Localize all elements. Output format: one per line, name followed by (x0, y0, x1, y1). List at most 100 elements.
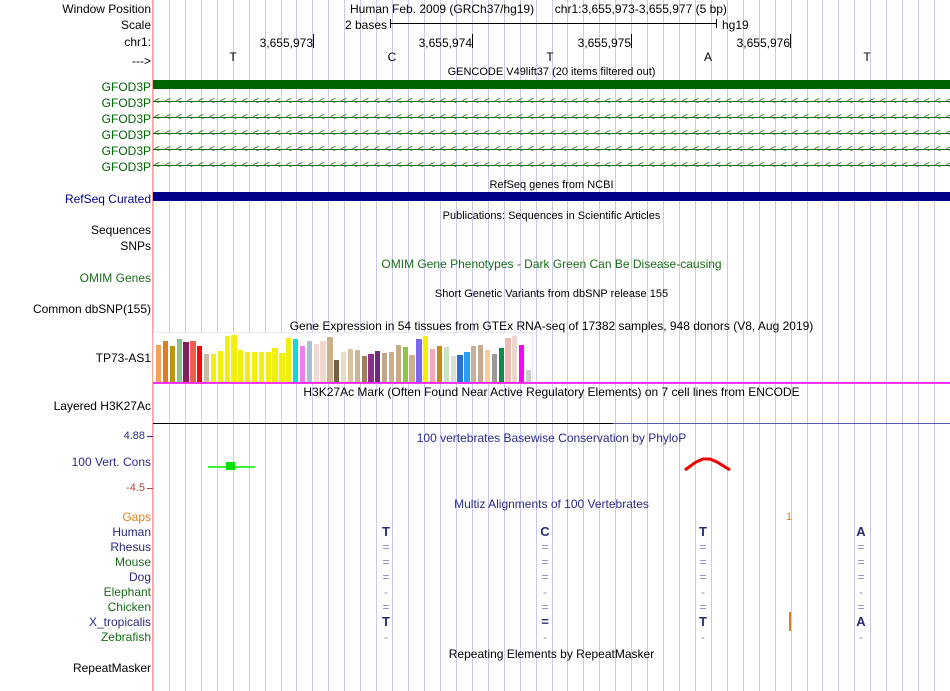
gene-exon-block[interactable] (153, 80, 950, 89)
gtex-tissue-bar[interactable] (402, 347, 408, 382)
intron-direction-arrow-icon: < (429, 160, 435, 171)
alignment-species-label-x_tropicalis[interactable]: X_tropicalis (88, 615, 151, 629)
gtex-tissue-bar[interactable] (450, 356, 456, 382)
gtex-tissue-bar[interactable] (354, 350, 360, 382)
gtex-expression-chart[interactable] (153, 332, 950, 382)
intron-direction-arrow-icon: < (165, 96, 171, 107)
gene-label-gfod3p-3[interactable]: GFOD3P (101, 112, 151, 126)
track-label-layered-h3k27ac[interactable]: Layered H3K27Ac (53, 399, 151, 413)
gtex-tissue-bar[interactable] (183, 341, 189, 382)
gtex-tissue-bar[interactable] (320, 340, 326, 382)
gtex-tissue-bar[interactable] (299, 345, 306, 382)
alignment-species-label-mouse[interactable]: Mouse (114, 555, 151, 569)
track-label-repeatmasker[interactable]: RepeatMasker (72, 661, 151, 675)
gtex-tissue-bar[interactable] (477, 344, 484, 382)
gtex-tissue-bar[interactable] (265, 352, 271, 382)
gtex-tissue-bar[interactable] (382, 353, 388, 382)
gtex-tissue-bar[interactable] (334, 359, 340, 382)
gene-label-gfod3p-2[interactable]: GFOD3P (101, 96, 151, 110)
gtex-tissue-bar[interactable] (491, 354, 497, 382)
gtex-tissue-bar[interactable] (176, 338, 182, 382)
track-label-omim-genes[interactable]: OMIM Genes (79, 271, 151, 285)
gtex-tissue-bar[interactable] (197, 345, 203, 382)
gene-intron-row-4[interactable]: < < < < < < < < < < < < < < < < < < < < < < < < < < < < < < < < < < < < < < < <… (153, 144, 950, 155)
gtex-tissue-bar[interactable] (464, 352, 470, 382)
track-label-tp73-as1[interactable]: TP73-AS1 (95, 351, 151, 365)
gtex-tissue-bar[interactable] (231, 334, 237, 382)
track-label-100-vert-cons[interactable]: 100 Vert. Cons (71, 455, 151, 469)
intron-direction-arrow-icon: < (561, 128, 567, 139)
gene-intron-row-5[interactable]: < < < < < < < < < < < < < < < < < < < < < < < < < < < < < < < < < < < < < < < <… (153, 160, 950, 171)
track-label-common-dbsnp[interactable]: Common dbSNP(155) (32, 302, 151, 316)
gtex-tissue-bar[interactable] (238, 350, 244, 382)
gtex-tissue-bar[interactable] (293, 338, 299, 382)
intron-direction-arrow-icon: < (814, 160, 820, 171)
track-label-sequences[interactable]: Sequences (90, 223, 151, 237)
intron-direction-arrow-icon: < (473, 128, 479, 139)
gtex-tissue-bar[interactable] (245, 352, 251, 382)
gtex-tissue-bar[interactable] (498, 348, 504, 382)
gtex-tissue-bar[interactable] (368, 354, 374, 382)
gtex-tissue-bar[interactable] (525, 370, 532, 382)
gene-label-gfod3p-1[interactable]: GFOD3P (101, 80, 151, 94)
gtex-tissue-bar[interactable] (279, 353, 285, 382)
gtex-tissue-bar[interactable] (519, 344, 525, 382)
gtex-tissue-bar[interactable] (203, 354, 210, 382)
gtex-tissue-bar[interactable] (169, 345, 175, 382)
gtex-tissue-bar[interactable] (430, 349, 436, 382)
gtex-tissue-bar[interactable] (361, 356, 367, 382)
gtex-tissue-bar[interactable] (162, 340, 169, 382)
gtex-tissue-bar[interactable] (217, 351, 223, 382)
gene-intron-row-1[interactable]: < < < < < < < < < < < < < < < < < < < < < < < < < < < < < < < < < < < < < < < <… (153, 96, 950, 107)
alignment-cell: = (541, 555, 549, 569)
intron-direction-arrow-icon: < (396, 144, 402, 155)
intron-direction-arrow-icon: < (275, 112, 281, 123)
gtex-tissue-bar[interactable] (251, 352, 258, 382)
track-label-gaps[interactable]: Gaps (122, 510, 151, 524)
gtex-tissue-bar[interactable] (395, 344, 402, 382)
alignment-species-label-zebrafish[interactable]: Zebrafish (100, 630, 151, 644)
gtex-tissue-bar[interactable] (306, 340, 312, 382)
track-label-snps[interactable]: SNPs (120, 239, 151, 253)
gtex-tissue-bar[interactable] (484, 350, 491, 382)
intron-direction-arrow-icon: < (748, 112, 754, 123)
gtex-tissue-bar[interactable] (423, 335, 429, 382)
track-label-refseq-curated[interactable]: RefSeq Curated (64, 192, 151, 206)
alignment-species-label-dog[interactable]: Dog (128, 570, 151, 584)
gtex-tissue-bar[interactable] (224, 335, 230, 382)
gtex-tissue-bar[interactable] (471, 345, 477, 382)
gtex-tissue-bar[interactable] (190, 340, 196, 382)
gene-label-gfod3p-5[interactable]: GFOD3P (101, 144, 151, 158)
gtex-tissue-bar[interactable] (286, 337, 292, 382)
gtex-tissue-bar[interactable] (258, 352, 265, 382)
gtex-tissue-bar[interactable] (327, 336, 333, 382)
alignment-species-label-rhesus[interactable]: Rhesus (110, 540, 151, 554)
intron-direction-arrow-icon: < (517, 144, 523, 155)
gene-label-gfod3p-6[interactable]: GFOD3P (101, 160, 151, 174)
gtex-tissue-bar[interactable] (443, 347, 449, 382)
gtex-tissue-bar[interactable] (340, 352, 347, 382)
gtex-tissue-bar[interactable] (156, 344, 162, 382)
gtex-tissue-bar[interactable] (409, 355, 415, 382)
refseq-gene-block[interactable] (153, 192, 950, 201)
gtex-tissue-bar[interactable] (512, 335, 518, 382)
alignment-species-label-chicken[interactable]: Chicken (107, 600, 151, 614)
gtex-tissue-bar[interactable] (388, 352, 395, 382)
alignment-species-label-human[interactable]: Human (112, 525, 151, 539)
gtex-tissue-bar[interactable] (347, 349, 354, 382)
gtex-tissue-bar[interactable] (436, 346, 443, 382)
gtex-tissue-bar[interactable] (313, 343, 319, 382)
gene-intron-row-2[interactable]: < < < < < < < < < < < < < < < < < < < < < < < < < < < < < < < < < < < < < < < <… (153, 112, 950, 123)
gtex-tissue-bar[interactable] (505, 337, 511, 382)
gtex-tissue-bar[interactable] (272, 348, 278, 382)
gtex-tissue-bar[interactable] (210, 354, 217, 382)
intron-direction-arrow-icon: < (385, 144, 391, 155)
alignment-species-label-elephant[interactable]: Elephant (103, 585, 151, 599)
gene-label-gfod3p-4[interactable]: GFOD3P (101, 128, 151, 142)
gtex-tissue-bar[interactable] (375, 351, 381, 382)
gene-intron-row-3[interactable]: < < < < < < < < < < < < < < < < < < < < < < < < < < < < < < < < < < < < < < < <… (153, 128, 950, 139)
gtex-tissue-bar[interactable] (416, 338, 422, 382)
intron-direction-arrow-icon: < (297, 128, 303, 139)
gtex-tissue-bar[interactable] (457, 355, 463, 382)
